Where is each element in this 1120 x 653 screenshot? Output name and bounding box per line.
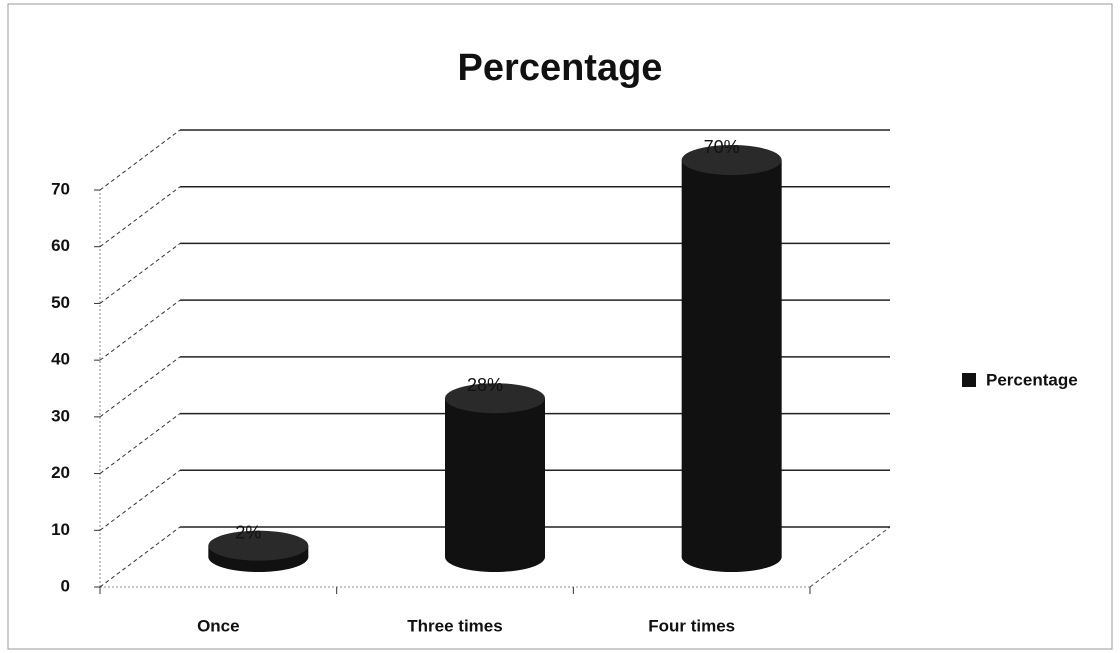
data-label: 2% — [235, 522, 261, 542]
bar — [445, 398, 545, 557]
bar — [681, 160, 782, 557]
bar-top — [681, 145, 782, 175]
grid-line — [99, 243, 181, 304]
x-tick-label: Four times — [648, 616, 735, 635]
grid-line — [99, 186, 181, 248]
data-label: 28% — [467, 375, 503, 395]
bar-top — [208, 530, 309, 561]
legend-label: Percentage — [986, 370, 1078, 389]
chart-title: Percentage — [458, 47, 663, 89]
grid-line — [99, 469, 181, 531]
grid-line — [99, 413, 181, 474]
data-label: 70% — [704, 137, 740, 157]
floor-edge — [809, 526, 891, 588]
grid-line — [99, 299, 181, 361]
y-tick-label: 70 — [51, 179, 70, 198]
y-tick-label: 30 — [51, 406, 70, 425]
x-tick-label: Three times — [407, 616, 502, 635]
y-tick-label: 0 — [61, 576, 70, 595]
y-tick-label: 40 — [51, 350, 70, 369]
grid-line — [99, 526, 181, 588]
y-tick-label: 20 — [51, 463, 70, 482]
x-tick-label: Once — [197, 616, 240, 635]
y-tick-label: 60 — [51, 236, 70, 255]
chart-border — [7, 3, 1113, 650]
grid-line — [99, 129, 181, 191]
grid-line — [99, 356, 181, 418]
bar-top — [445, 383, 545, 414]
y-tick-label: 10 — [51, 520, 70, 539]
legend-swatch — [962, 373, 976, 387]
y-tick-label: 50 — [51, 293, 70, 312]
